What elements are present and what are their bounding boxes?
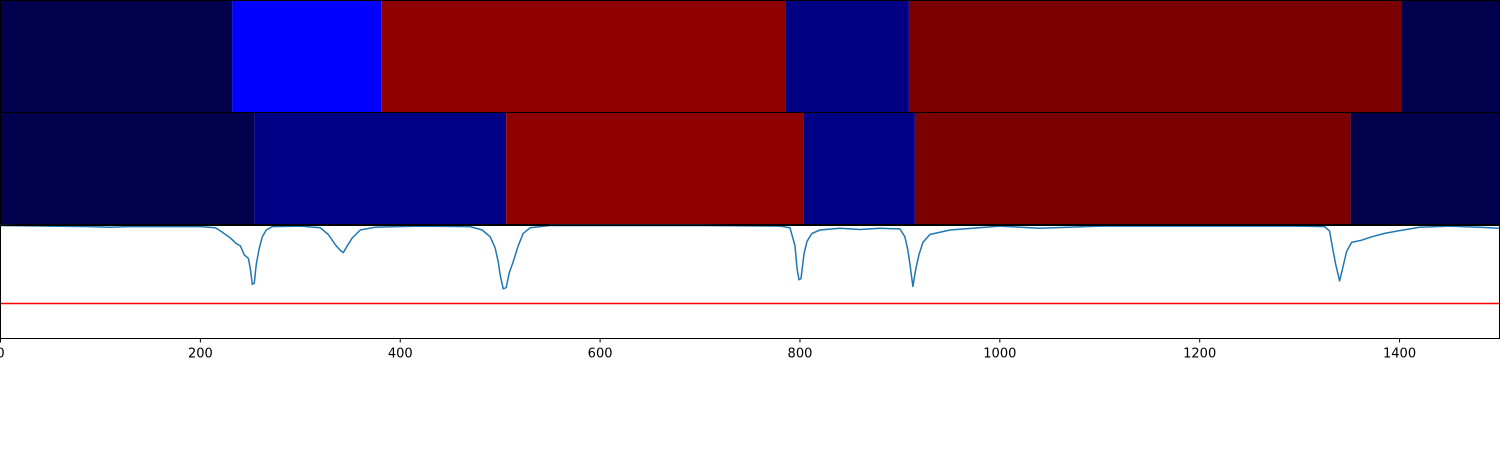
heatmap-cell	[914, 112, 1351, 225]
x-tick-label: 1400	[1383, 347, 1416, 362]
heatmap-cell	[803, 112, 915, 225]
line-panel	[0, 224, 1500, 339]
x-tick-label: 1000	[983, 347, 1016, 362]
x-tick-label: 800	[788, 347, 813, 362]
heatmap-band-2	[0, 112, 1500, 225]
x-axis: 0 200 400 600 800 1000 1200 1400	[0, 338, 1416, 362]
heatmap-cell	[1350, 112, 1500, 225]
heatmap-cell	[381, 0, 786, 113]
heatmap-cell	[0, 112, 255, 225]
heatmap-cell	[254, 112, 507, 225]
x-tick-label: 400	[388, 347, 413, 362]
heatmap-cell	[0, 0, 233, 113]
heatmap-bands	[0, 0, 1500, 225]
x-tick-label: 200	[188, 347, 213, 362]
heatmap-cell	[785, 0, 909, 113]
heatmap-cell	[908, 0, 1402, 113]
heatmap-cell	[506, 112, 804, 225]
line-panel-background	[0, 225, 1500, 339]
heatmap-cell	[232, 0, 382, 113]
x-tick-label: 600	[588, 347, 613, 362]
x-tick-label: 0	[0, 347, 5, 362]
heatmap-band-1	[0, 0, 1500, 113]
x-tick-label: 1200	[1183, 347, 1216, 362]
heatmap-cell	[1401, 0, 1500, 113]
